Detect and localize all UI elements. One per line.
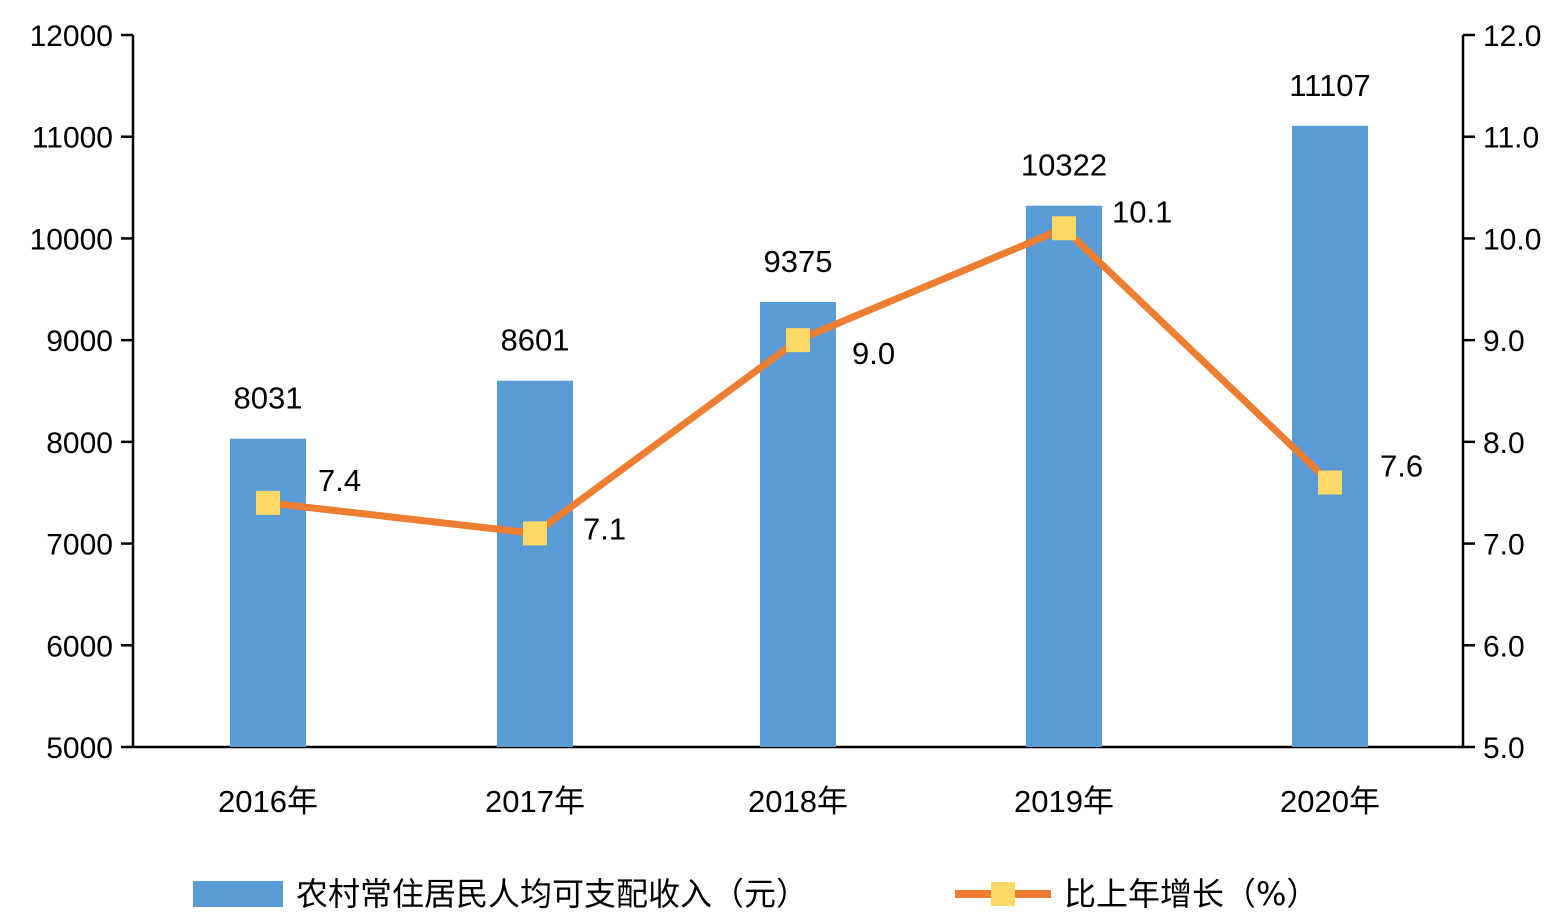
growth-labels: 7.4 7.1 9.0 10.1 7.6: [318, 194, 1423, 546]
right-tick-label: 12.0: [1483, 20, 1541, 53]
left-tick-label: 12000: [30, 20, 113, 53]
growth-point: [256, 490, 280, 515]
bars: [230, 125, 1368, 747]
legend-bar-swatch: [193, 881, 283, 907]
category-label: 2019年: [1014, 784, 1114, 819]
legend-line-marker: [991, 882, 1015, 906]
growth-point-label: 10.1: [1112, 194, 1172, 229]
left-tick-label: 6000: [46, 630, 113, 663]
income-bar: [1292, 125, 1368, 747]
income-bar-label: 8601: [501, 323, 570, 358]
right-tick-label: 9.0: [1483, 325, 1525, 358]
income-bar-label: 11107: [1289, 68, 1371, 103]
right-tick-label: 8.0: [1483, 427, 1525, 460]
income-bar: [1026, 205, 1102, 747]
legend-bar-label: 农村常住居民人均可支配收入（元）: [296, 875, 808, 913]
right-tick-label: 10.0: [1483, 223, 1541, 256]
growth-points: [256, 216, 1342, 546]
right-tick-label: 5.0: [1483, 732, 1525, 765]
growth-point: [523, 521, 547, 546]
right-tick-label: 11.0: [1483, 122, 1539, 155]
growth-point-label: 7.1: [583, 511, 626, 546]
growth-point-label: 9.0: [852, 336, 895, 371]
right-tick-label: 7.0: [1483, 529, 1525, 562]
left-tick-label: 11000: [32, 122, 113, 155]
category-label: 2017年: [485, 784, 585, 819]
growth-point-label: 7.6: [1380, 449, 1423, 484]
income-bar: [230, 438, 306, 747]
left-tick-label: 10000: [30, 223, 113, 256]
category-label: 2020年: [1280, 784, 1380, 819]
left-tick-label: 5000: [46, 732, 113, 765]
growth-point: [1318, 470, 1342, 495]
growth-point-label: 7.4: [318, 463, 361, 498]
axes: 5000 6000 7000 8000 9000 10000 11000 12000 5.0 6.…: [30, 20, 1542, 765]
legend-line-label: 比上年增长（%）: [1064, 875, 1318, 913]
right-tick-label: 6.0: [1483, 630, 1525, 663]
income-bar-label: 10322: [1021, 148, 1107, 183]
category-label: 2018年: [748, 784, 848, 819]
bar-labels: 8031 8601 9375 10322 11107: [234, 68, 1371, 416]
category-labels: 2016年 2017年 2018年 2019年 2020年: [218, 784, 1380, 819]
left-tick-label: 9000: [46, 325, 113, 358]
income-bar: [760, 302, 836, 747]
left-tick-label: 8000: [46, 427, 113, 460]
growth-point: [786, 328, 810, 353]
category-label: 2016年: [218, 784, 318, 819]
income-bar: [497, 380, 573, 747]
income-bar-label: 8031: [234, 381, 303, 416]
income-bar-label: 9375: [764, 244, 833, 279]
left-tick-label: 7000: [46, 529, 113, 562]
growth-point: [1052, 216, 1076, 241]
legend: 农村常住居民人均可支配收入（元） 比上年增长（%）: [193, 875, 1318, 913]
